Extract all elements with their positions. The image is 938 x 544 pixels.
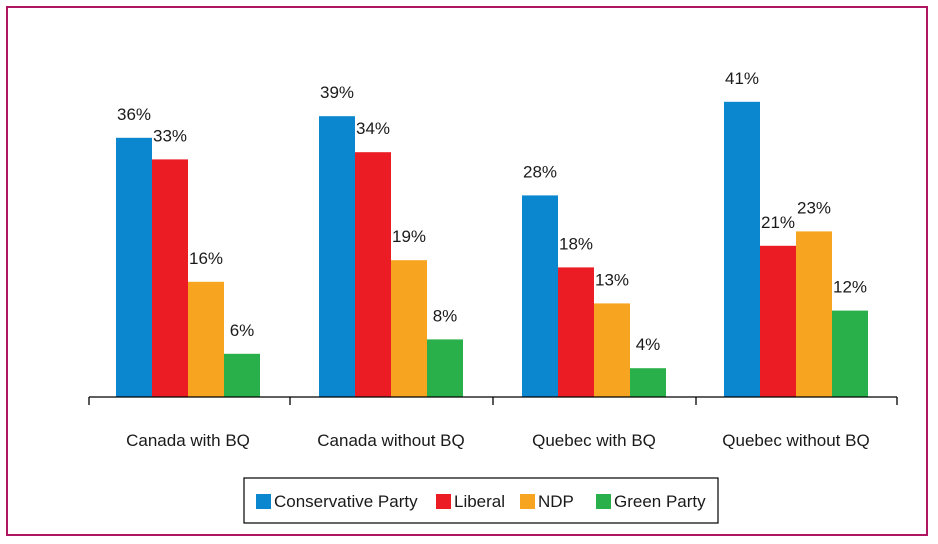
category-label: Canada without BQ bbox=[317, 431, 464, 450]
bar-green-party-3 bbox=[832, 311, 868, 397]
value-label: 8% bbox=[433, 306, 458, 325]
bar-liberal-0 bbox=[152, 159, 188, 397]
bars-layer bbox=[116, 102, 868, 397]
value-label: 41% bbox=[725, 69, 759, 88]
bar-conservative-party-0 bbox=[116, 138, 152, 397]
value-label: 34% bbox=[356, 119, 390, 138]
value-label: 16% bbox=[189, 249, 223, 268]
value-label: 4% bbox=[636, 335, 661, 354]
legend-label: NDP bbox=[538, 492, 574, 511]
bar-conservative-party-2 bbox=[522, 195, 558, 397]
value-label: 21% bbox=[761, 213, 795, 232]
bar-liberal-2 bbox=[558, 267, 594, 397]
x-axis bbox=[89, 397, 897, 405]
bar-ndp-1 bbox=[391, 260, 427, 397]
bar-conservative-party-3 bbox=[724, 102, 760, 397]
bar-green-party-2 bbox=[630, 368, 666, 397]
bar-conservative-party-1 bbox=[319, 116, 355, 397]
legend-swatch bbox=[520, 494, 535, 509]
bar-ndp-2 bbox=[594, 303, 630, 397]
value-label: 19% bbox=[392, 227, 426, 246]
category-labels-layer: Canada with BQ Canada without BQ Quebec wi… bbox=[126, 431, 870, 450]
bar-ndp-3 bbox=[796, 231, 832, 397]
legend-swatch bbox=[436, 494, 451, 509]
bar-green-party-0 bbox=[224, 354, 260, 397]
value-label: 39% bbox=[320, 83, 354, 102]
bar-ndp-0 bbox=[188, 282, 224, 397]
category-label: Canada with BQ bbox=[126, 431, 250, 450]
value-label: 13% bbox=[595, 270, 629, 289]
value-label: 12% bbox=[833, 278, 867, 297]
category-label: Quebec with BQ bbox=[532, 431, 656, 450]
legend-swatch bbox=[596, 494, 611, 509]
legend-label: Conservative Party bbox=[274, 492, 418, 511]
legend-label: Liberal bbox=[454, 492, 505, 511]
bar-liberal-3 bbox=[760, 246, 796, 397]
category-label: Quebec without BQ bbox=[722, 431, 869, 450]
bar-green-party-1 bbox=[427, 339, 463, 397]
value-label: 28% bbox=[523, 162, 557, 181]
value-label: 36% bbox=[117, 105, 151, 124]
value-label: 33% bbox=[153, 126, 187, 145]
value-label: 6% bbox=[230, 321, 255, 340]
legend: Conservative Party Liberal NDP Green Party bbox=[244, 478, 718, 523]
legend-swatch bbox=[256, 494, 271, 509]
value-label: 23% bbox=[797, 198, 831, 217]
legend-label: Green Party bbox=[614, 492, 706, 511]
value-label: 18% bbox=[559, 234, 593, 253]
bar-liberal-1 bbox=[355, 152, 391, 397]
